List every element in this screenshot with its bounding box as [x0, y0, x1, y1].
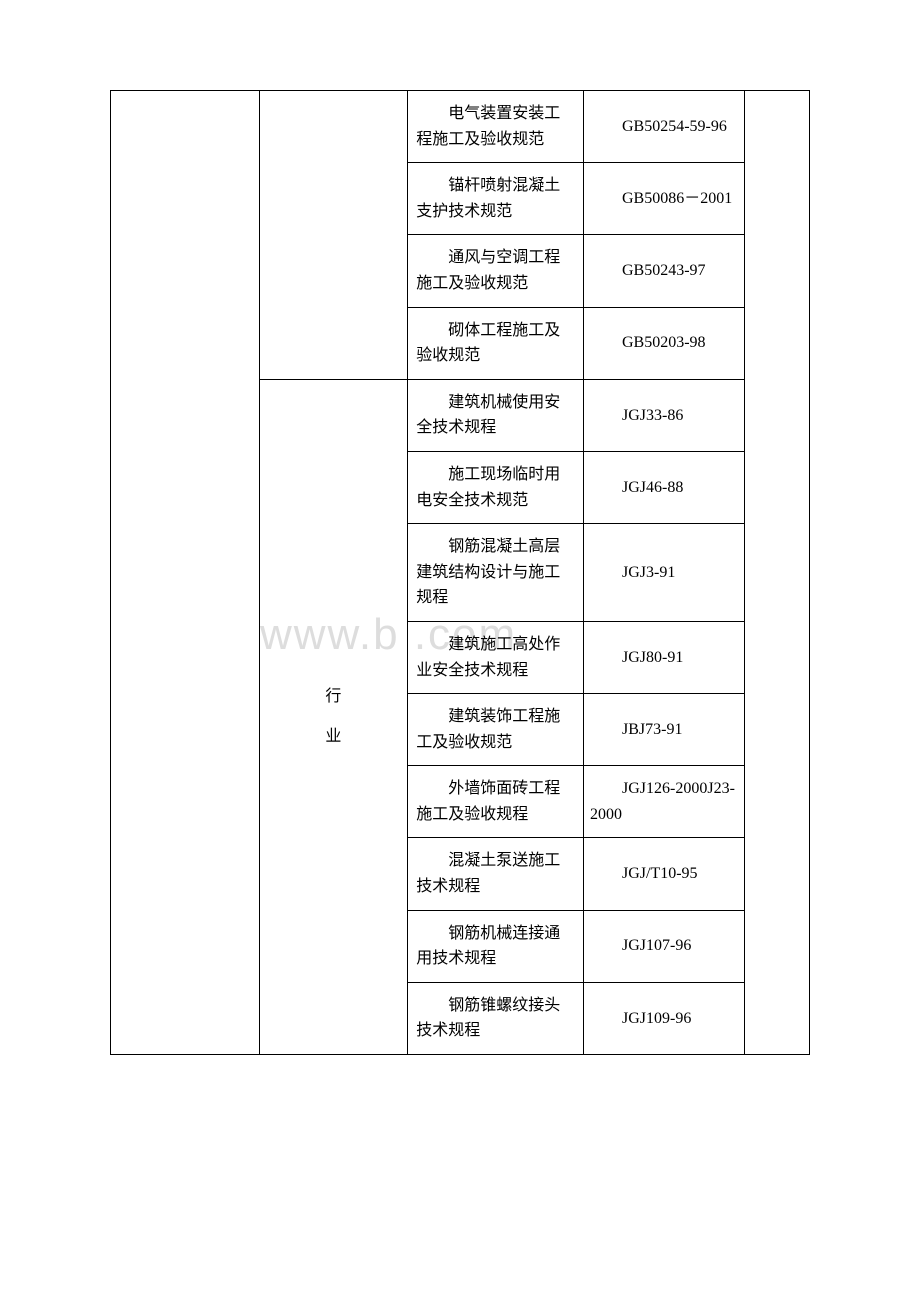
standard-name: 施工现场临时用电安全技术规范 — [408, 451, 584, 523]
standard-code: JGJ3-91 — [584, 524, 745, 622]
standard-name: 砌体工程施工及验收规范 — [408, 307, 584, 379]
standard-code: JGJ109-96 — [584, 982, 745, 1054]
standard-name: 外墙饰面砖工程施工及验收规程 — [408, 766, 584, 838]
standard-name: 建筑机械使用安全技术规程 — [408, 379, 584, 451]
standard-code: JGJ80-91 — [584, 621, 745, 693]
standard-code: JBJ73-91 — [584, 694, 745, 766]
category-label-char2: 业 — [268, 717, 400, 757]
standard-name: 钢筋混凝土高层建筑结构设计与施工规程 — [408, 524, 584, 622]
standards-table: 电气装置安装工程施工及验收规范 GB50254-59-96 锚杆喷射混凝土支护技… — [110, 90, 810, 1055]
standard-code: GB50086－2001 — [584, 163, 745, 235]
standard-code: JGJ126-2000J23-2000 — [584, 766, 745, 838]
standard-code: GB50254-59-96 — [584, 91, 745, 163]
col2-empty-top — [259, 91, 408, 380]
col5-empty — [744, 91, 809, 1055]
standard-name: 混凝土泵送施工技术规程 — [408, 838, 584, 910]
standard-name: 锚杆喷射混凝土支护技术规范 — [408, 163, 584, 235]
standard-name: 电气装置安装工程施工及验收规范 — [408, 91, 584, 163]
standard-code: GB50203-98 — [584, 307, 745, 379]
standard-name: 钢筋锥螺纹接头技术规程 — [408, 982, 584, 1054]
standard-code: JGJ/T10-95 — [584, 838, 745, 910]
standard-name: 建筑施工高处作业安全技术规程 — [408, 621, 584, 693]
category-label-char1: 行 — [268, 677, 400, 717]
standard-code: JGJ46-88 — [584, 451, 745, 523]
standard-code: JGJ33-86 — [584, 379, 745, 451]
standard-name: 通风与空调工程施工及验收规范 — [408, 235, 584, 307]
table-row: 电气装置安装工程施工及验收规范 GB50254-59-96 — [111, 91, 810, 163]
standard-name: 建筑装饰工程施工及验收规范 — [408, 694, 584, 766]
standard-name: 钢筋机械连接通用技术规程 — [408, 910, 584, 982]
standard-code: GB50243-97 — [584, 235, 745, 307]
category-cell: 行 业 — [259, 379, 408, 1054]
col1-empty — [111, 91, 260, 1055]
standard-code: JGJ107-96 — [584, 910, 745, 982]
